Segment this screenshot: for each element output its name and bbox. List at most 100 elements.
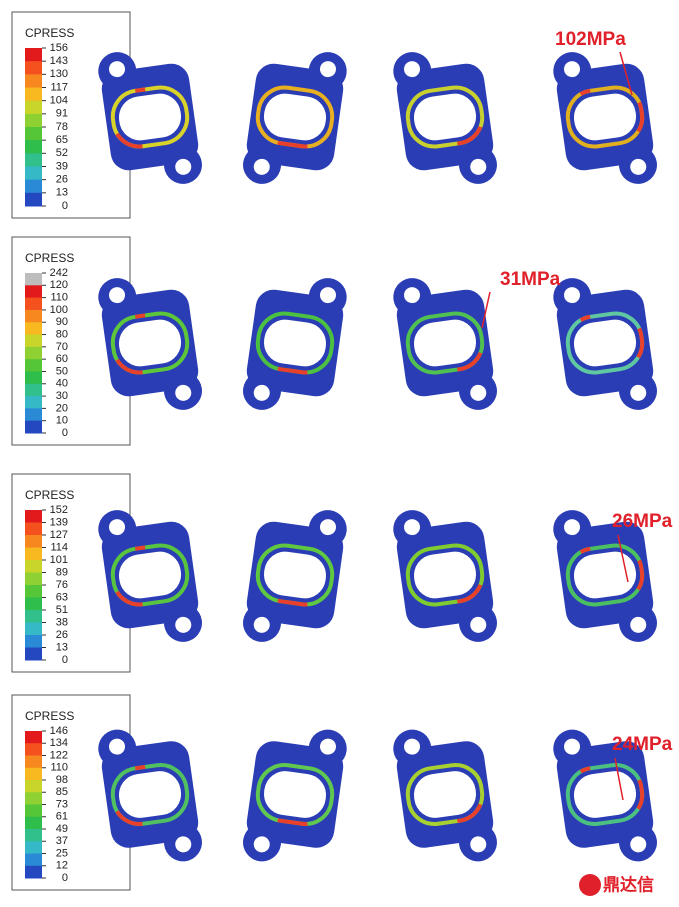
legend-swatch (25, 560, 42, 573)
legend-swatch (25, 87, 42, 102)
gasket-port (263, 319, 327, 367)
bolt-hole (630, 384, 647, 401)
legend-swatch (25, 408, 42, 422)
gasket (98, 729, 202, 862)
legend-label: 152 (50, 504, 68, 516)
legend-swatch (25, 127, 42, 141)
legend-swatch (25, 510, 42, 523)
legend-label: 49 (56, 823, 68, 835)
gasket (553, 510, 657, 642)
annotation-leader (614, 757, 624, 801)
legend-label: 70 (56, 341, 68, 353)
legend-label: 12 (56, 860, 68, 872)
bolt-hole (253, 384, 270, 401)
seal-bead (565, 762, 645, 827)
legend-swatch (25, 48, 42, 62)
gasket-port (118, 771, 182, 818)
gasket-port (573, 319, 637, 367)
legend-label: 13 (56, 641, 68, 653)
seal-bead (255, 543, 335, 607)
gasket (393, 52, 497, 184)
legend-title: CPRESS (25, 26, 74, 40)
seal-bead (255, 85, 335, 149)
legend-swatch (25, 829, 42, 842)
legend-label: 26 (56, 629, 68, 641)
legend-swatch (25, 297, 42, 311)
legend-swatch (25, 635, 42, 648)
gasket (393, 729, 497, 862)
legend-label: 90 (56, 316, 68, 328)
legend-swatch (25, 61, 42, 75)
legend-swatch (25, 853, 42, 867)
annotation: 26MPa (612, 511, 673, 532)
gasket (98, 52, 202, 184)
legend-label: 114 (50, 541, 68, 553)
legend-swatch (25, 273, 42, 286)
bolt-hole (109, 61, 126, 78)
legend-swatch (25, 622, 42, 636)
gasket-port (573, 551, 637, 599)
legend-swatch (25, 396, 42, 409)
bolt-hole (319, 738, 336, 755)
legend-title: CPRESS (25, 709, 74, 723)
gasket-port (263, 551, 327, 599)
bolt-hole (564, 519, 581, 536)
gasket (393, 278, 497, 410)
legend-label: 40 (56, 378, 68, 390)
gasket-port (413, 93, 477, 141)
bolt-hole (630, 616, 647, 633)
legend-swatch (25, 359, 42, 372)
legend-swatch (25, 647, 42, 661)
legend-label: 98 (56, 774, 68, 786)
annotation: 102MPa (555, 29, 626, 50)
legend-label: 76 (56, 579, 68, 591)
legend-label: 52 (56, 147, 68, 159)
bolt-hole (470, 616, 487, 633)
gasket-port (263, 771, 327, 818)
legend-label: 51 (56, 604, 68, 616)
bolt-hole (253, 158, 270, 175)
legend-label: 0 (62, 872, 68, 884)
legend-swatch (25, 755, 42, 769)
legend-swatch (25, 767, 42, 781)
legend-label: 10 (56, 415, 68, 427)
bolt-hole (404, 287, 421, 304)
bolt-hole (630, 158, 647, 175)
bolt-hole (175, 836, 192, 853)
gasket-port (118, 93, 182, 141)
legend-label: 100 (50, 304, 68, 316)
seal-ring (405, 543, 485, 607)
legend-label: 242 (50, 267, 68, 279)
gasket (243, 510, 347, 642)
bolt-hole (109, 519, 126, 536)
seal-ring (110, 543, 190, 607)
gasket-port (573, 93, 637, 141)
gasket (243, 278, 347, 410)
legend-label: 139 (50, 516, 68, 528)
legend-swatch (25, 743, 42, 756)
legend-swatch (25, 140, 42, 154)
seal-ring (405, 311, 485, 375)
legend-swatch (25, 74, 42, 88)
annotation: 31MPa (500, 269, 561, 290)
bolt-hole (564, 61, 581, 78)
legend-swatch (25, 100, 42, 115)
bolt-hole (175, 158, 192, 175)
bolt-hole (319, 61, 336, 78)
seal-ring (110, 311, 190, 375)
legend-label: 110 (50, 762, 68, 774)
watermark-logo (579, 874, 601, 896)
legend-swatch (25, 192, 42, 207)
annotation-leader (617, 534, 629, 583)
bolt-hole (319, 519, 336, 536)
bolt-hole (404, 519, 421, 536)
legend-swatch (25, 383, 42, 397)
legend-label: 91 (56, 108, 68, 120)
gasket-port (263, 93, 327, 141)
bolt-hole (470, 384, 487, 401)
bolt-hole (253, 616, 270, 633)
legend-label: 122 (50, 749, 68, 761)
legend-swatch (25, 285, 42, 299)
gasket (553, 278, 657, 410)
bolt-hole (404, 738, 421, 755)
